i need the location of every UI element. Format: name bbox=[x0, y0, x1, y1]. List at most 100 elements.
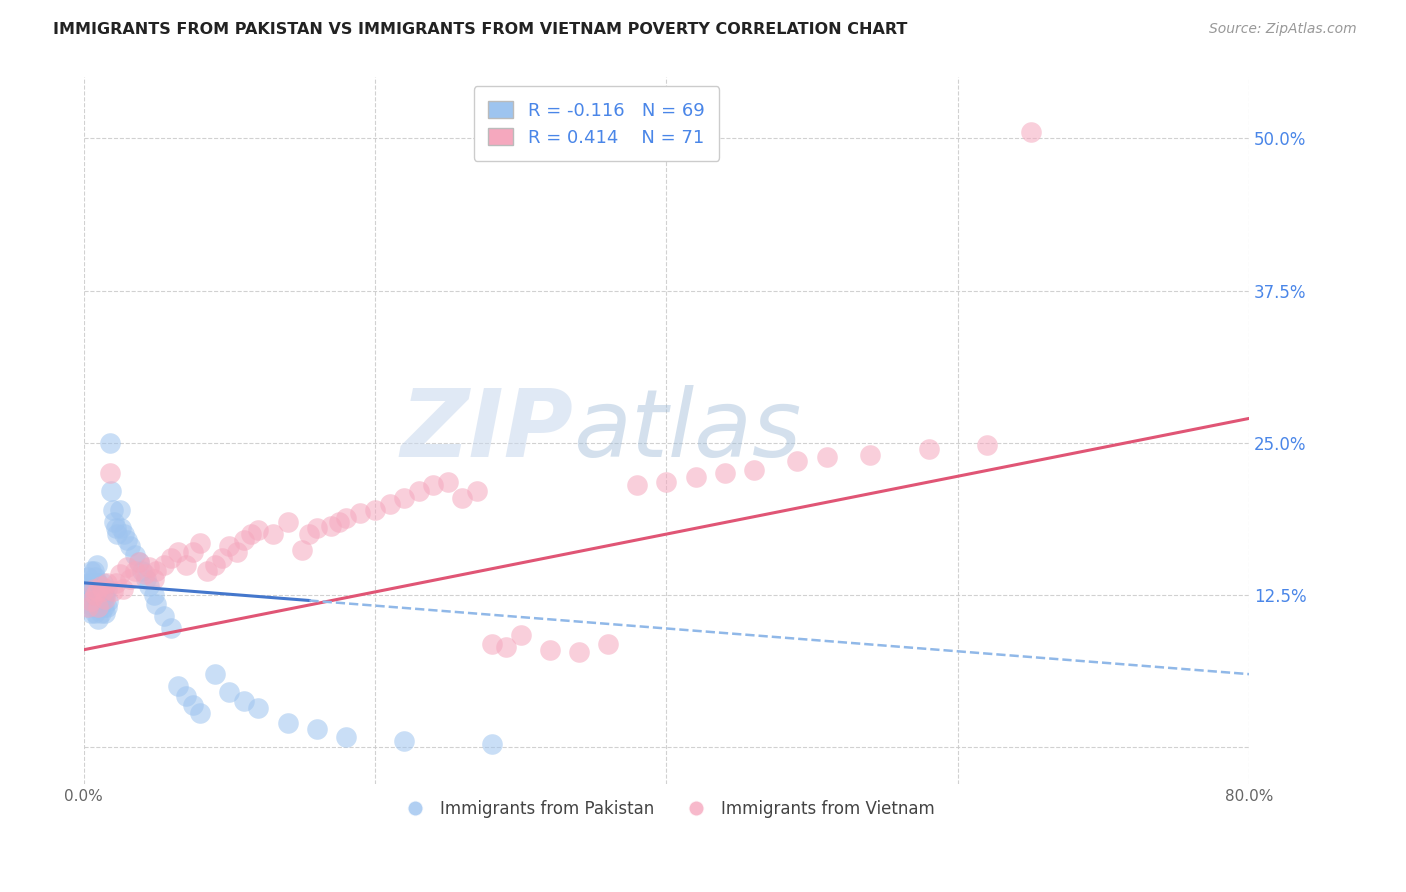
Point bbox=[82, 594, 104, 608]
Point bbox=[93, 600, 115, 615]
Point bbox=[786, 454, 808, 468]
Point bbox=[104, 575, 127, 590]
Point bbox=[76, 582, 98, 596]
Point bbox=[160, 551, 183, 566]
Point bbox=[225, 545, 247, 559]
Point bbox=[1019, 125, 1042, 139]
Point bbox=[152, 608, 174, 623]
Point bbox=[94, 606, 117, 620]
Point bbox=[181, 545, 204, 559]
Point bbox=[77, 600, 100, 615]
Point bbox=[80, 564, 103, 578]
Point bbox=[232, 694, 254, 708]
Point bbox=[79, 575, 101, 590]
Point bbox=[188, 535, 211, 549]
Point bbox=[112, 527, 135, 541]
Point bbox=[167, 545, 190, 559]
Point bbox=[262, 527, 284, 541]
Point bbox=[509, 628, 531, 642]
Point bbox=[247, 524, 270, 538]
Point bbox=[82, 588, 104, 602]
Point bbox=[655, 475, 678, 489]
Point bbox=[86, 584, 108, 599]
Point bbox=[917, 442, 939, 456]
Text: IMMIGRANTS FROM PAKISTAN VS IMMIGRANTS FROM VIETNAM POVERTY CORRELATION CHART: IMMIGRANTS FROM PAKISTAN VS IMMIGRANTS F… bbox=[53, 22, 908, 37]
Point bbox=[117, 560, 139, 574]
Point bbox=[815, 450, 838, 465]
Point bbox=[108, 567, 131, 582]
Point bbox=[188, 706, 211, 720]
Point bbox=[77, 570, 100, 584]
Point bbox=[197, 564, 219, 578]
Point bbox=[128, 555, 150, 569]
Point bbox=[247, 701, 270, 715]
Point bbox=[79, 588, 101, 602]
Point bbox=[392, 491, 415, 505]
Point bbox=[167, 679, 190, 693]
Point bbox=[277, 515, 299, 529]
Point bbox=[138, 579, 160, 593]
Point bbox=[86, 558, 108, 572]
Point bbox=[94, 588, 117, 602]
Point bbox=[94, 591, 117, 606]
Point bbox=[84, 606, 107, 620]
Point bbox=[138, 560, 160, 574]
Point bbox=[105, 527, 128, 541]
Point bbox=[145, 564, 167, 578]
Point bbox=[91, 594, 114, 608]
Point bbox=[335, 731, 357, 745]
Point bbox=[465, 484, 488, 499]
Point bbox=[685, 470, 707, 484]
Point bbox=[131, 564, 153, 578]
Point bbox=[87, 612, 110, 626]
Point bbox=[98, 435, 121, 450]
Point bbox=[160, 621, 183, 635]
Point bbox=[89, 600, 111, 615]
Point bbox=[626, 478, 648, 492]
Point bbox=[93, 588, 115, 602]
Point bbox=[96, 575, 118, 590]
Point bbox=[204, 667, 226, 681]
Point bbox=[349, 507, 371, 521]
Point bbox=[84, 588, 107, 602]
Point bbox=[538, 642, 561, 657]
Point bbox=[568, 645, 591, 659]
Point bbox=[181, 698, 204, 712]
Point bbox=[101, 502, 124, 516]
Point bbox=[80, 582, 103, 596]
Point bbox=[218, 685, 240, 699]
Point bbox=[87, 594, 110, 608]
Point bbox=[305, 521, 328, 535]
Point bbox=[84, 588, 107, 602]
Point bbox=[104, 521, 127, 535]
Point bbox=[124, 564, 146, 578]
Point bbox=[82, 575, 104, 590]
Point bbox=[174, 689, 197, 703]
Point bbox=[86, 594, 108, 608]
Point bbox=[80, 594, 103, 608]
Point bbox=[211, 551, 233, 566]
Point bbox=[83, 582, 105, 596]
Point bbox=[83, 564, 105, 578]
Point bbox=[87, 600, 110, 615]
Point bbox=[98, 467, 121, 481]
Point bbox=[145, 597, 167, 611]
Point bbox=[481, 637, 503, 651]
Point bbox=[422, 478, 444, 492]
Point bbox=[328, 515, 350, 529]
Point bbox=[91, 575, 114, 590]
Point bbox=[97, 594, 120, 608]
Point bbox=[713, 467, 735, 481]
Point bbox=[232, 533, 254, 548]
Point bbox=[378, 497, 401, 511]
Point bbox=[96, 582, 118, 596]
Text: Source: ZipAtlas.com: Source: ZipAtlas.com bbox=[1209, 22, 1357, 37]
Point bbox=[111, 582, 134, 596]
Point bbox=[135, 572, 157, 586]
Point bbox=[321, 518, 343, 533]
Point bbox=[742, 462, 765, 476]
Point bbox=[110, 521, 132, 535]
Point bbox=[859, 448, 882, 462]
Point bbox=[96, 600, 118, 615]
Point bbox=[152, 558, 174, 572]
